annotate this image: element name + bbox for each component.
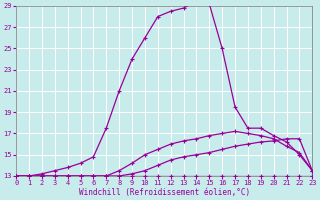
X-axis label: Windchill (Refroidissement éolien,°C): Windchill (Refroidissement éolien,°C) (79, 188, 250, 197)
